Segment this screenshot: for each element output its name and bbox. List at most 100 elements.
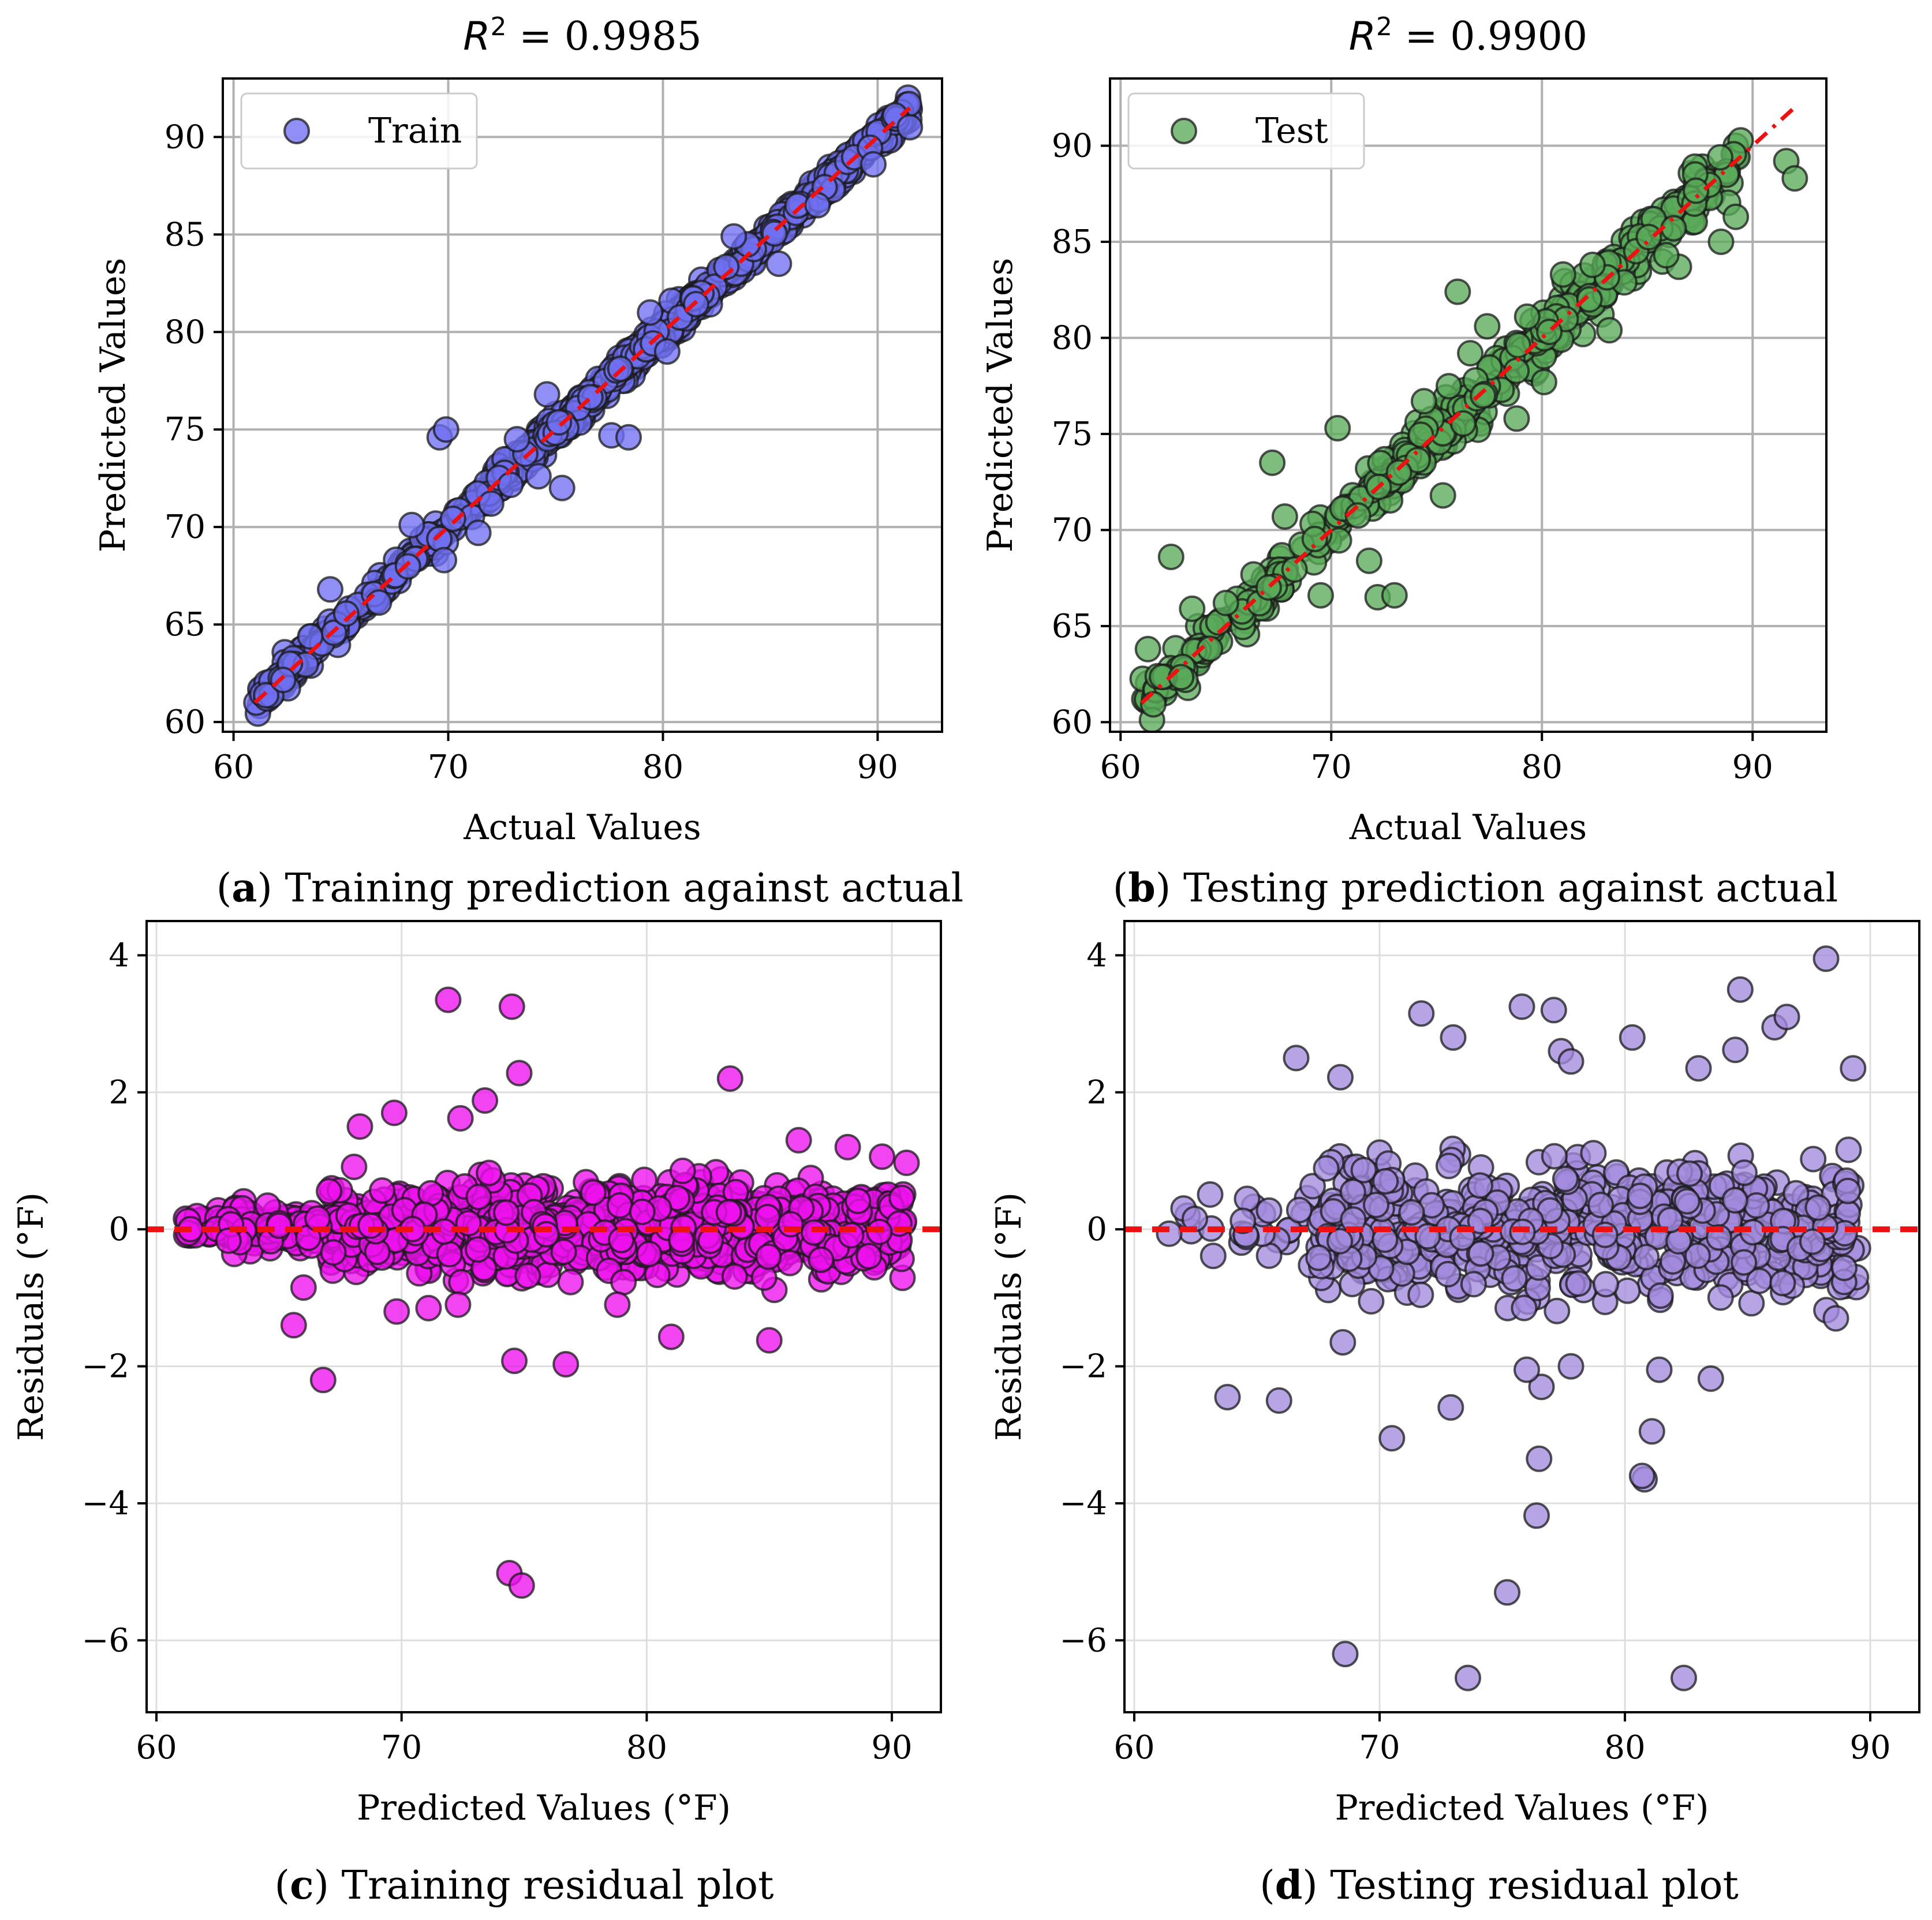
data-point — [1372, 1168, 1399, 1195]
data-point — [557, 1268, 584, 1296]
data-point — [580, 1179, 607, 1206]
data-point — [855, 1242, 883, 1270]
data-point — [1593, 1271, 1619, 1298]
data-point — [1313, 1155, 1340, 1182]
data-point — [1285, 1196, 1313, 1223]
data-point — [1455, 1664, 1481, 1691]
data-point — [1773, 1004, 1800, 1031]
data-point — [869, 1143, 896, 1170]
data-point — [1212, 589, 1239, 616]
panel-title: R2 = 0.9900 — [1349, 12, 1587, 60]
y-axis-label: Predicted Values — [93, 258, 133, 553]
data-point — [1614, 1277, 1641, 1304]
data-point — [1299, 1173, 1326, 1200]
data-point — [320, 1239, 347, 1266]
data-point — [653, 338, 681, 365]
data-point — [309, 1367, 337, 1394]
panel-caption: (d) Testing residual plot — [1260, 1862, 1739, 1908]
data-point — [1503, 405, 1530, 432]
legend: Test — [1127, 92, 1365, 170]
y-tick-label: −2 — [1059, 1348, 1107, 1386]
data-point — [266, 1212, 293, 1239]
data-point — [1514, 1356, 1540, 1383]
data-point — [1685, 1055, 1712, 1082]
y-tick-label: 2 — [109, 1074, 129, 1111]
data-point — [439, 506, 466, 532]
data-point — [1470, 382, 1497, 409]
data-point — [1381, 582, 1408, 609]
panel-caption: (b) Testing prediction against actual — [1113, 865, 1838, 911]
data-point — [1739, 1219, 1766, 1246]
data-point — [1467, 1240, 1494, 1267]
data-point — [1271, 503, 1298, 530]
data-point — [435, 986, 462, 1013]
data-point — [465, 519, 492, 547]
data-point — [1580, 1140, 1607, 1167]
data-point — [1743, 1192, 1770, 1219]
data-point — [1673, 1188, 1701, 1215]
data-point — [1549, 261, 1576, 288]
data-point — [1501, 1265, 1528, 1292]
data-point — [715, 1199, 742, 1226]
data-point — [525, 463, 552, 490]
data-point — [270, 667, 297, 694]
data-point — [1474, 313, 1501, 340]
data-point — [432, 416, 459, 443]
data-point — [1822, 1305, 1849, 1332]
points — [1156, 945, 1871, 1691]
data-point — [1467, 1172, 1493, 1199]
axes-frame — [222, 77, 943, 733]
data-point — [1494, 1579, 1520, 1606]
data-point — [1434, 1260, 1462, 1288]
data-point — [1528, 1373, 1555, 1401]
points — [1129, 127, 1808, 732]
y-tick-label: 90 — [1052, 128, 1093, 165]
data-point — [1707, 1284, 1734, 1311]
data-point — [804, 192, 831, 219]
data-point — [1707, 229, 1735, 255]
data-point — [1339, 1178, 1366, 1206]
data-point — [552, 1351, 580, 1378]
data-point — [610, 1268, 637, 1296]
data-point — [1385, 459, 1412, 486]
y-tick-label: −2 — [81, 1348, 129, 1386]
data-point — [447, 1105, 474, 1132]
data-point — [444, 1291, 472, 1318]
data-point — [1511, 1294, 1538, 1322]
data-point — [365, 589, 393, 616]
data-point — [669, 1157, 696, 1184]
data-point — [1437, 1394, 1464, 1421]
data-point — [1540, 997, 1567, 1024]
y-tick-label: 2 — [1086, 1074, 1107, 1111]
data-point — [1638, 1418, 1665, 1445]
data-point — [1307, 582, 1334, 609]
data-point — [1697, 1365, 1724, 1392]
data-point — [1647, 1282, 1674, 1309]
axes-frame — [145, 920, 942, 1713]
legend-marker — [283, 118, 310, 144]
x-tick-label: 80 — [626, 1729, 667, 1766]
data-point — [1197, 635, 1224, 663]
x-axis-label: Predicted Values (°F) — [1335, 1788, 1709, 1828]
data-point — [533, 381, 560, 408]
data-point — [1813, 945, 1840, 972]
data-point — [398, 511, 425, 538]
x-tick-label: 70 — [1359, 1729, 1400, 1766]
data-point — [290, 1274, 317, 1301]
panel-a-training-parity: 60 70 80 90 60 65 70 75 80 85 90 Actual Values Predi… — [93, 12, 963, 912]
legend-box — [240, 92, 478, 170]
data-point — [765, 250, 793, 277]
data-point — [834, 1133, 861, 1161]
data-point — [808, 1247, 835, 1273]
data-point — [720, 223, 748, 250]
data-point — [697, 1227, 724, 1254]
data-point — [888, 1184, 915, 1211]
x-tick-label: 60 — [136, 1729, 177, 1766]
data-point — [1722, 203, 1750, 230]
data-point — [346, 1113, 373, 1140]
data-point — [476, 1159, 503, 1187]
data-point — [548, 474, 576, 501]
data-point — [1350, 1157, 1377, 1184]
data-point — [1329, 1329, 1356, 1356]
y-tick-label: 85 — [1052, 223, 1093, 261]
